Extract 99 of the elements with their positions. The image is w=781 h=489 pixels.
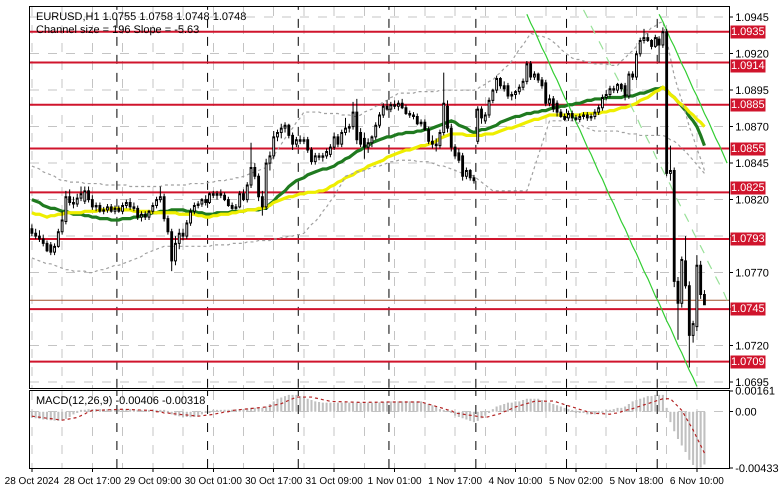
line-series (658, 14, 728, 164)
chart-title: MACD(12,26,9) -0.00406 -0.00318 (36, 395, 206, 407)
y-tick-label: 1.0770 (735, 267, 769, 280)
bar (401, 401, 404, 412)
bar (42, 412, 44, 420)
x-tick-label: 5 Nov 02:00 (549, 476, 604, 487)
x-tick-label: 31 Oct 09:00 (306, 476, 364, 487)
bar (310, 400, 313, 412)
x-tick-label: 1 Nov 17:00 (428, 476, 482, 487)
ref-line-label: 1.0709 (731, 356, 765, 368)
y-tick-label: 0.00161 (735, 386, 775, 398)
ref-line-label: 1.0745 (731, 303, 765, 315)
bar (329, 402, 332, 412)
y-tick-label: -0.00433 (735, 462, 779, 475)
candlestick (321, 152, 324, 162)
candlestick (318, 152, 320, 161)
candlestick (98, 202, 102, 214)
y-tick-label: 1.0895 (735, 85, 769, 98)
ref-line-label: 1.0935 (731, 26, 765, 38)
candlestick (136, 204, 140, 221)
candlestick (582, 112, 585, 120)
candlestick (461, 152, 464, 182)
candlestick (601, 94, 604, 112)
candlestick (128, 198, 132, 210)
ref-line-label: 1.0793 (731, 233, 765, 245)
ref-line-label: 1.0914 (731, 60, 765, 72)
bar (314, 401, 316, 412)
candlestick (226, 196, 230, 208)
candlestick (627, 70, 630, 100)
candlestick (219, 188, 222, 199)
candlestick (325, 148, 328, 160)
x-tick-label: 30 Oct 01:00 (184, 476, 242, 487)
bar (692, 412, 694, 466)
candlestick (498, 76, 502, 90)
x-tick-label: 29 Oct 09:00 (124, 476, 182, 487)
candlestick (83, 186, 86, 204)
candlestick (38, 230, 41, 242)
candlestick (121, 202, 124, 215)
candlestick (238, 190, 242, 209)
candlestick (616, 82, 619, 94)
y-tick-label: 1.0820 (735, 194, 769, 206)
candlestick (468, 168, 472, 182)
y-tick-label: 1.0845 (735, 158, 769, 170)
candlestick (529, 60, 532, 80)
bar (472, 412, 475, 422)
chart-title: EURUSD,H1 1.0755 1.0758 1.0748 1.0748 (36, 11, 246, 23)
candlestick (280, 123, 283, 139)
candlestick (552, 96, 555, 113)
candlestick (106, 204, 109, 214)
x-tick-label: 4 Nov 10:00 (488, 476, 543, 487)
candlestick (34, 228, 38, 240)
x-tick-label: 28 Oct 2024 (4, 476, 60, 487)
y-tick-label: 1.0870 (735, 122, 769, 134)
bar (367, 402, 370, 412)
x-tick-label: 28 Oct 17:00 (64, 476, 122, 487)
candlestick (612, 85, 616, 94)
x-tick-label: 30 Oct 17:00 (245, 476, 303, 487)
candlestick (574, 114, 578, 122)
bar (510, 402, 513, 412)
line-series (582, 9, 728, 301)
candlestick (49, 241, 52, 256)
candlestick (396, 100, 400, 112)
candlestick (608, 85, 612, 98)
candlestick (355, 98, 358, 145)
candlestick (544, 79, 548, 107)
ref-line-label: 1.0855 (731, 143, 765, 155)
y-tick-label: 1.0945 (735, 12, 769, 24)
candlestick (110, 204, 113, 214)
candlestick (570, 110, 574, 122)
bar (438, 409, 441, 412)
candlestick (336, 133, 340, 148)
x-tick-label: 5 Nov 18:00 (609, 476, 664, 487)
bar (492, 409, 494, 412)
line-series (526, 14, 698, 388)
candlestick (590, 113, 593, 122)
candlestick (216, 190, 218, 200)
candlestick (200, 198, 204, 208)
bar (530, 398, 532, 412)
line-series (31, 396, 706, 454)
ref-line-label: 1.0885 (731, 99, 765, 111)
candlestick (506, 82, 510, 100)
candlestick (362, 132, 366, 160)
bar (420, 401, 422, 412)
candlestick (586, 112, 589, 122)
candlestick (144, 210, 147, 221)
candlestick (102, 206, 106, 215)
y-tick-label: 1.0920 (735, 48, 769, 61)
candlestick (393, 100, 396, 110)
candlestick (578, 113, 582, 123)
candlestick (416, 113, 419, 126)
x-tick-label: 1 Nov 01:00 (368, 476, 422, 487)
x-tick-label: 6 Nov 10:00 (670, 476, 724, 487)
candlestick (593, 108, 596, 120)
y-tick-label: 1.0720 (735, 340, 769, 352)
ref-line-label: 1.0825 (731, 182, 765, 194)
y-tick-label: 0.00 (735, 406, 757, 419)
bar (348, 402, 350, 412)
candlestick (556, 100, 559, 117)
bar (295, 394, 298, 412)
